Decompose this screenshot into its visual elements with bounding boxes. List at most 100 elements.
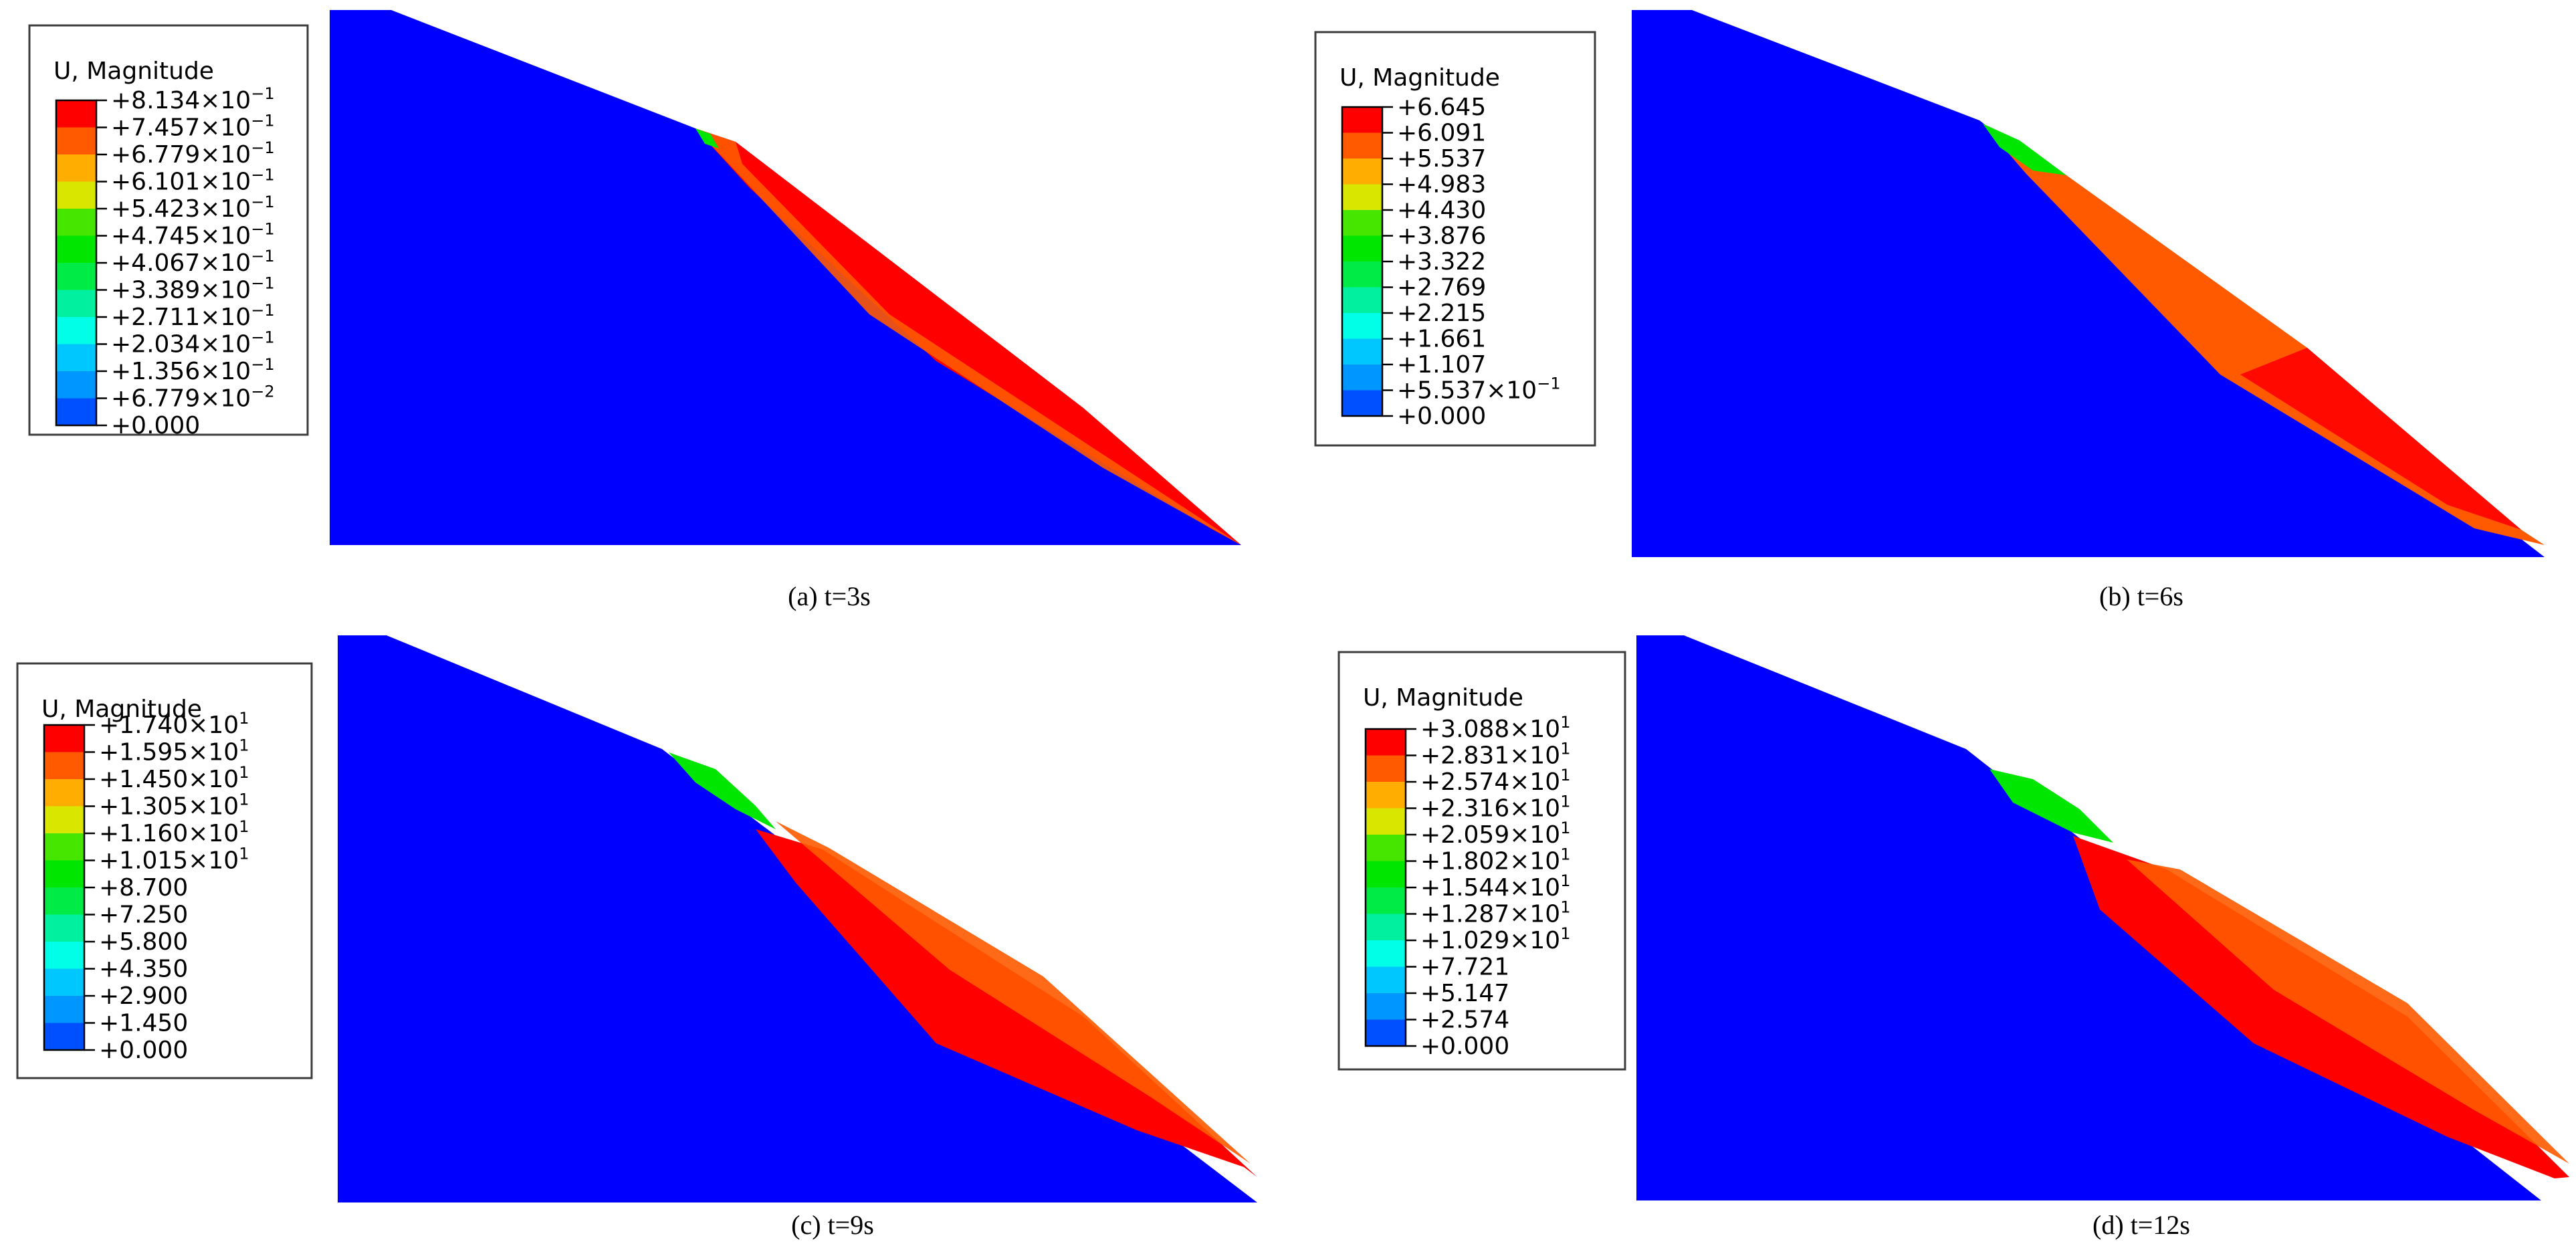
legend-swatch	[56, 344, 96, 371]
legend-swatch	[1342, 132, 1382, 159]
legend-label: +2.059×101	[1420, 819, 1570, 849]
legend-swatch	[1342, 159, 1382, 185]
legend-label: +8.134×10−1	[111, 84, 275, 114]
legend-label: +3.088×101	[1420, 713, 1570, 743]
legend-swatch	[1342, 261, 1382, 288]
legend-swatch	[1342, 313, 1382, 339]
legend-swatch	[1366, 966, 1406, 993]
legend-swatch	[1366, 729, 1406, 756]
panel-caption: (d) t=12s	[2092, 1210, 2190, 1240]
legend-title: U, Magnitude	[1363, 684, 1523, 712]
legend-label: +7.457×10−1	[111, 112, 275, 142]
legend-swatch	[56, 317, 96, 344]
displaced-elements-low	[669, 752, 776, 829]
legend-label: +3.389×10−1	[111, 274, 275, 304]
legend-label: +5.147	[1420, 980, 1509, 1007]
legend-label: +6.091	[1397, 120, 1486, 147]
legend-label: +0.000	[1397, 403, 1486, 430]
legend-label: +1.107	[1397, 351, 1486, 379]
legend-label: +1.450	[99, 1010, 188, 1037]
legend-swatch	[44, 806, 84, 833]
sliding-mass-band	[2127, 859, 2569, 1164]
legend-swatch	[56, 235, 96, 263]
legend-label: +7.721	[1420, 954, 1509, 981]
legend-label: +1.450×101	[99, 763, 249, 793]
legend-swatch	[1366, 861, 1406, 887]
legend-label: +1.287×101	[1420, 898, 1570, 928]
legend-swatch	[44, 914, 84, 942]
legend-label: +2.034×10−1	[111, 328, 275, 358]
legend-swatch	[56, 127, 96, 154]
legend-swatch	[44, 833, 84, 861]
legend-label: +1.015×101	[99, 845, 249, 875]
legend-label: +2.574	[1420, 1007, 1509, 1034]
legend-swatch	[1342, 338, 1382, 364]
sliding-mass	[695, 128, 1241, 545]
legend-swatch	[44, 996, 84, 1023]
legend-swatch	[1366, 755, 1406, 782]
legend-swatch	[56, 209, 96, 236]
legend-swatch	[44, 887, 84, 915]
legend-label: +1.802×101	[1420, 845, 1570, 875]
legend-label: +4.067×10−1	[111, 247, 275, 277]
legend-label: +2.316×101	[1420, 793, 1570, 823]
legend-label: +1.595×101	[99, 736, 249, 766]
legend-swatch	[56, 154, 96, 182]
legend-swatch	[44, 725, 84, 752]
legend-label: +5.537×10−1	[1397, 375, 1561, 405]
panel-caption: (b) t=6s	[2099, 581, 2183, 611]
displaced-elements-low	[1990, 769, 2113, 843]
legend-label: +8.700	[99, 874, 188, 902]
legend-label: +2.831×101	[1420, 740, 1570, 770]
legend-swatch	[1366, 887, 1406, 914]
legend-label: +0.000	[111, 412, 200, 439]
legend-label: +2.769	[1397, 274, 1486, 302]
legend-label: +2.711×10−1	[111, 301, 275, 331]
legend-swatch	[44, 968, 84, 996]
legend-label: +6.101×10−1	[111, 166, 275, 196]
sliding-mass-band	[776, 821, 1251, 1164]
sliding-mass-band	[2240, 348, 2521, 530]
legend-swatch	[1342, 364, 1382, 391]
legend-label: +6.645	[1397, 94, 1486, 121]
legend-swatch	[1366, 940, 1406, 967]
legend-label: +3.322	[1397, 248, 1486, 276]
legend-label: +3.876	[1397, 223, 1486, 250]
legend-swatch	[1342, 184, 1382, 210]
legend-title: U, Magnitude	[53, 58, 214, 85]
legend-swatch	[44, 942, 84, 969]
legend-swatch	[44, 860, 84, 887]
legend-swatch	[56, 398, 96, 425]
legend-label: +2.574×101	[1420, 766, 1570, 796]
legend-label: +4.983	[1397, 171, 1486, 199]
legend-swatch	[1342, 390, 1382, 416]
legend-label: +2.900	[99, 982, 188, 1010]
legend-label: +1.661	[1397, 326, 1486, 353]
legend-swatch	[1366, 808, 1406, 835]
legend-label: +2.215	[1397, 300, 1486, 327]
legend-swatch	[1366, 993, 1406, 1020]
panel-d: U, Magnitude+3.088×101+2.831×101+2.574×1…	[1337, 635, 2569, 1240]
legend-colorbar-border	[1341, 106, 1384, 417]
legend-label: +5.423×10−1	[111, 193, 275, 223]
panel-caption: (c) t=9s	[791, 1210, 874, 1240]
legend-swatch	[44, 779, 84, 807]
legend-swatch	[1342, 210, 1382, 236]
legend-swatch	[56, 263, 96, 290]
legend-label: +4.745×10−1	[111, 220, 275, 250]
slope-mesh	[330, 10, 1241, 545]
legend-title: U, Magnitude	[1339, 64, 1500, 92]
displaced-elements-low	[1983, 124, 2066, 175]
legend-label: +1.740×101	[99, 709, 249, 739]
legend-label: +6.779×10−1	[111, 138, 275, 169]
legend-swatch	[1342, 107, 1382, 133]
legend-colorbar-border	[55, 99, 98, 427]
legend-label: +4.350	[99, 956, 188, 983]
legend-swatch	[44, 752, 84, 779]
legend-swatch	[44, 1023, 84, 1050]
legend-colorbar-border	[43, 724, 86, 1051]
legend-colorbar-border	[1364, 728, 1407, 1047]
legend-label: +1.160×101	[99, 817, 249, 847]
legend-swatch	[56, 290, 96, 317]
